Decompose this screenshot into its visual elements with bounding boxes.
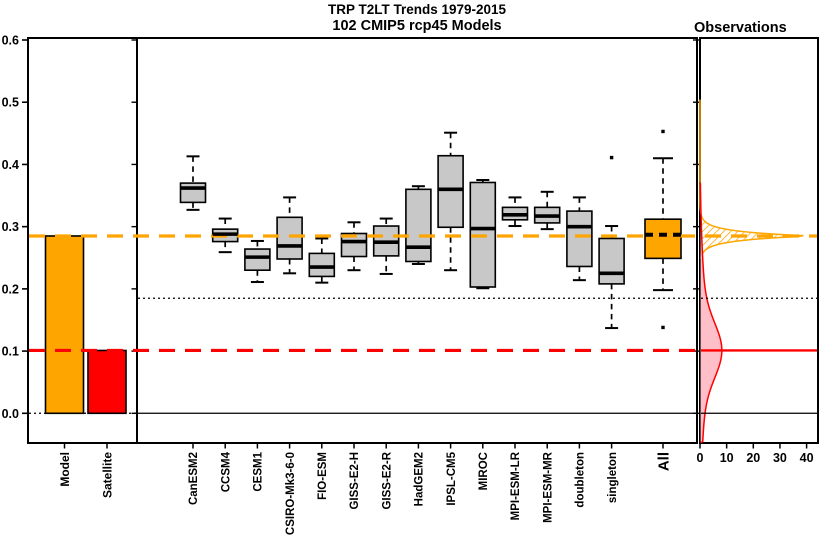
box (437, 154, 464, 229)
y-tick-label: 0.3 (2, 220, 19, 234)
outlier-point (661, 129, 665, 134)
y-tick-label: 0.6 (2, 33, 19, 47)
box (276, 216, 303, 260)
observations-panel-frame (699, 37, 819, 444)
box (340, 232, 368, 258)
box (566, 210, 593, 268)
box (644, 218, 682, 260)
model-trend-density (699, 99, 804, 259)
box (405, 188, 432, 263)
obs-x-tick-label: 30 (773, 451, 787, 465)
outlier-point (661, 325, 665, 330)
model-label: doubleton (575, 452, 587, 508)
obs-x-tick-label: 20 (746, 451, 760, 465)
model-label: CCSM4 (220, 451, 232, 492)
model-label: MPI-ESM-LR (510, 451, 522, 520)
model-label: IPSL-CM5 (446, 451, 458, 505)
model-label: GISS-E2-H (349, 452, 361, 510)
boxplot-panel-frame (136, 37, 698, 444)
chart-title-line2: 102 CMIP5 rcp45 Models (332, 18, 502, 34)
all-label: All (656, 452, 673, 471)
box (308, 252, 336, 278)
y-tick-label: 0.1 (2, 345, 19, 359)
model-label: MPI-ESM-MR (542, 451, 554, 523)
y-tick-label: 0.5 (2, 96, 19, 110)
box (179, 182, 207, 204)
bar-label: Model (58, 452, 72, 487)
obs-x-tick-label: 0 (697, 451, 704, 465)
satellite-bar (87, 349, 127, 415)
box (244, 248, 271, 272)
model-label: HadGEM2 (414, 452, 426, 506)
obs-x-tick-label: 10 (720, 451, 734, 465)
model-label: GISS-E2-R (381, 451, 393, 509)
chart-title-line1: TRP T2LT Trends 1979-2015 (327, 2, 507, 17)
model-label: CESM1 (253, 451, 265, 491)
y-tick-label: 0.0 (2, 407, 19, 421)
model-bar (44, 235, 85, 415)
model-label: CanESM2 (188, 452, 200, 505)
observations-panel-title: Observations (694, 20, 787, 36)
model-label: MIROC (478, 452, 490, 490)
outlier-point (609, 155, 614, 160)
observed-trend-density (699, 182, 723, 444)
y-tick-label: 0.2 (2, 282, 19, 296)
box (598, 237, 625, 285)
y-tick-label: 0.4 (2, 158, 19, 172)
model-label: singleton (607, 452, 619, 503)
model-label: FIO-ESM (317, 452, 329, 500)
obs-x-tick-label: 40 (800, 451, 814, 465)
bar-label: Satellite (101, 452, 115, 498)
model-label: CSIRO-Mk3-6-0 (285, 452, 297, 535)
